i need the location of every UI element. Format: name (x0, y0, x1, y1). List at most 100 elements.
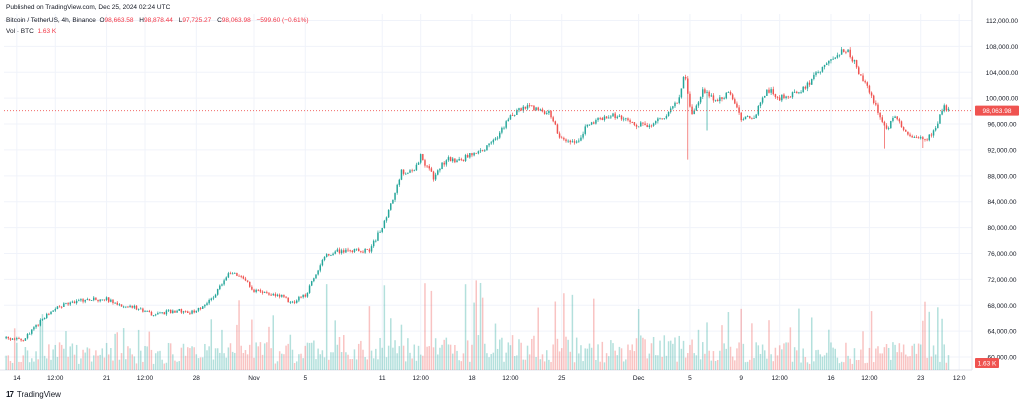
volume-bar (597, 344, 599, 370)
volume-bar (699, 359, 702, 370)
volume-bar (484, 343, 486, 370)
volume-bar (554, 301, 557, 370)
volume-bar (866, 362, 869, 370)
candle-body (172, 310, 174, 314)
volume-bar (541, 354, 544, 370)
candle-body (699, 96, 702, 103)
candle-body (9, 338, 12, 340)
volume-bar (834, 348, 836, 370)
candle-body (486, 145, 488, 151)
volume-bar (332, 352, 334, 370)
volume-bar (392, 347, 394, 370)
last-price-tag (975, 105, 1019, 116)
volume-bar (710, 360, 713, 370)
candle-body (56, 306, 59, 309)
candle-body (5, 336, 7, 339)
volume-bar (244, 350, 247, 370)
volume-bar (761, 344, 764, 370)
symbol-legend[interactable]: Bitcoin / TetherUS, 4h, Binance O98,663.… (6, 17, 313, 24)
candle-body (471, 153, 473, 156)
volume-bar (208, 346, 210, 370)
volume-bar (451, 353, 454, 370)
volume-bar (84, 352, 86, 370)
candle-body (110, 299, 112, 302)
price-tick-label: 68,000.00 (988, 303, 1017, 310)
volume-bar (847, 355, 849, 370)
volume-bar (364, 357, 366, 370)
candle-body (37, 324, 39, 326)
volume-bar (947, 355, 950, 370)
candle-body (595, 120, 597, 124)
volume-bar (943, 344, 945, 370)
volume-bar (768, 320, 770, 370)
volume-bar (37, 359, 39, 370)
volume-bar (706, 322, 708, 370)
volume-bar (234, 352, 236, 370)
volume-bar (922, 320, 924, 370)
volume-bar (939, 361, 941, 370)
candle-body (575, 141, 578, 143)
candle-body (909, 134, 911, 137)
volume-bar (684, 357, 687, 370)
candle-body (896, 116, 898, 120)
volume-bar (932, 345, 935, 370)
candle-body (727, 92, 730, 93)
candle-body (915, 137, 918, 138)
volume-bar (526, 345, 529, 370)
candle-body (605, 116, 608, 119)
volume-bar (131, 354, 133, 370)
volume-bar (580, 345, 582, 370)
candle-body (281, 295, 283, 297)
candle-body (667, 112, 670, 116)
volume-bar (201, 357, 204, 370)
time-axis[interactable]: 14 12:00 21 12:00 28 Nov 5 11 12:00 18 12:00 25 Dec 5… (13, 375, 966, 382)
volume-bar (276, 361, 279, 370)
time-tick-label: 25 (558, 375, 566, 382)
volume-bar (236, 324, 238, 370)
candle-body (802, 86, 804, 93)
candle-body (375, 240, 377, 242)
candle-body (163, 312, 166, 315)
volume-bar (48, 344, 50, 370)
candle-body (63, 303, 65, 307)
candle-body (825, 63, 828, 65)
volume-bar (189, 348, 191, 370)
volume-bar (351, 359, 354, 370)
candle-body (941, 110, 943, 115)
volume-bar (353, 349, 356, 370)
volume-bar (654, 355, 657, 370)
volume-bar (120, 353, 123, 370)
candle-body (834, 57, 836, 59)
candle-body (140, 308, 142, 310)
candle-body (419, 154, 422, 163)
volume-bar (199, 357, 202, 370)
candle-body (107, 297, 110, 302)
footer-brand[interactable]: 17 TradingView (6, 390, 61, 399)
grid (0, 0, 973, 371)
candle-body (189, 312, 191, 314)
volume-bar (648, 353, 651, 370)
volume-bar (460, 361, 463, 370)
candle-body (353, 249, 356, 252)
volume-bar (221, 329, 223, 370)
candle-body (894, 116, 896, 118)
volume-bar (402, 345, 405, 370)
volume-bar (298, 354, 300, 370)
volume-bar (266, 342, 268, 370)
volume-bar (242, 352, 245, 370)
candle-body (325, 254, 328, 257)
price-axis[interactable]: 60,000.00 64,000.00 68,000.00 72,000.00 76,0… (975, 18, 1019, 368)
candle-body (133, 305, 136, 308)
volume-bar (447, 344, 450, 370)
volume-bar (449, 344, 452, 370)
time-tick-label: 12:0 (953, 375, 966, 382)
candle-body (417, 162, 420, 165)
candle-body (122, 306, 125, 308)
volume-legend[interactable]: Vol · BTC 1.63 K (6, 28, 56, 35)
volume-bar (317, 348, 319, 370)
candle-body (351, 250, 354, 252)
candle-body (796, 91, 798, 94)
candle-body (330, 255, 332, 257)
candle-body (548, 110, 550, 114)
